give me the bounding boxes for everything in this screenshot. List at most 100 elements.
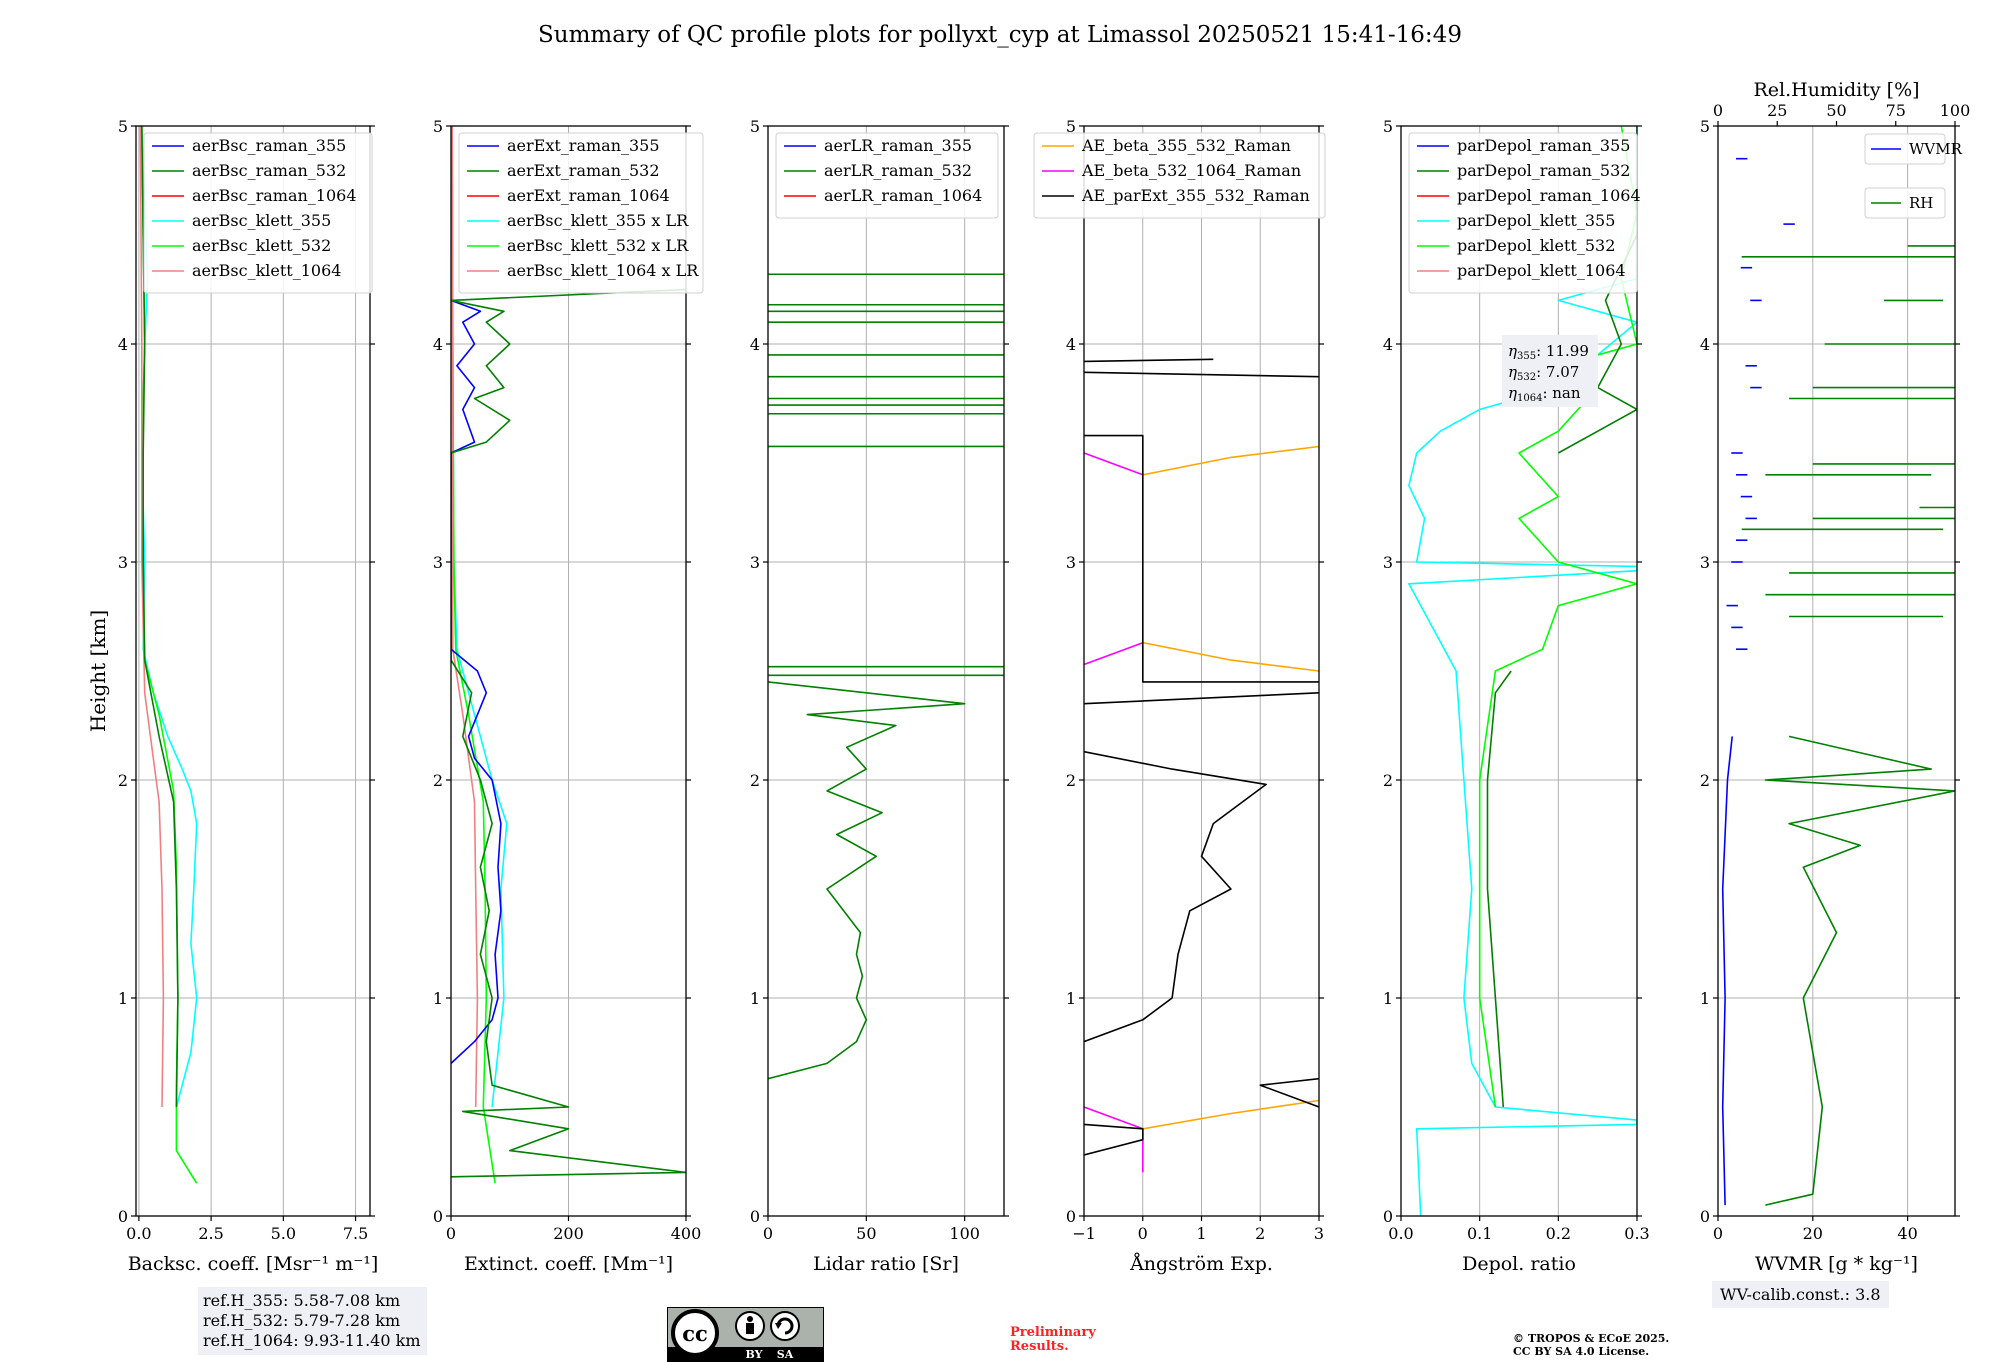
- y-tick-label: 5: [1383, 117, 1393, 136]
- cc-by-sa-badge: cc BY SA: [667, 1307, 824, 1362]
- y-tick-label: 5: [1700, 117, 1710, 136]
- y-tick-label: 1: [118, 989, 128, 1008]
- series-line-ae-beta-355-532-raman: [1142, 641, 1319, 672]
- y-tick-label: 2: [1066, 771, 1076, 790]
- y-tick-label: 0: [1700, 1207, 1710, 1226]
- x-tick-label: 1: [1196, 1224, 1206, 1243]
- ref-height-1064: ref.H_1064: 9.93-11.40 km: [203, 1331, 421, 1350]
- legend-label: aerExt_raman_1064: [507, 186, 670, 205]
- x-tick-label: 0: [446, 1224, 456, 1243]
- legend-label: aerExt_raman_355: [507, 136, 660, 155]
- legend-label: aerBsc_klett_532 x LR: [507, 236, 689, 255]
- legend-label: parDepol_raman_532: [1457, 161, 1630, 180]
- y-tick-label: 1: [433, 989, 443, 1008]
- copyright-note: © TROPOS & ECoE 2025. CC BY SA 4.0 Licen…: [1513, 1332, 1669, 1358]
- y-tick-label: 2: [118, 771, 128, 790]
- series-line-ae-parext-355-532-raman: [1084, 371, 1319, 378]
- x2-axis-label: Rel.Humidity [%]: [1753, 79, 1919, 101]
- x-axis-label: Extinct. coeff. [Mm⁻¹]: [464, 1253, 673, 1275]
- panel-dep: 0.0 0.1 0.2 0.3 0 1 2 3 4 5 Depol. ratio parDepol_r…: [1383, 117, 1650, 1275]
- svg-text:BY: BY: [746, 1348, 763, 1361]
- series-line-ae-beta-355-532-raman: [1142, 445, 1319, 476]
- y-tick-label: 5: [433, 117, 443, 136]
- y-tick-label: 0: [1383, 1207, 1393, 1226]
- ref-height-355: ref.H_355: 5.58-7.08 km: [203, 1291, 401, 1310]
- x-tick-label: 7.5: [343, 1224, 368, 1243]
- reference-height-box: ref.H_355: 5.58-7.08 km ref.H_532: 5.79-…: [198, 1287, 427, 1355]
- x-tick-label: 0: [1713, 1224, 1723, 1243]
- legend-label: parDepol_raman_1064: [1457, 186, 1641, 205]
- y-tick-label: 5: [1066, 117, 1076, 136]
- series-line-ae-parext-355-532-raman: [1259, 1077, 1319, 1108]
- legend-label: parDepol_klett_355: [1457, 211, 1615, 230]
- cc-logo-icon: [671, 1309, 719, 1357]
- y-tick-label: 0: [433, 1207, 443, 1226]
- x-tick-label: 0.0: [1388, 1224, 1413, 1243]
- x-tick-label: 100: [949, 1224, 980, 1243]
- series-line-ae-beta-532-1064-raman: [1084, 1106, 1144, 1173]
- y-tick-label: 4: [1700, 335, 1710, 354]
- y-tick-label: 5: [118, 117, 128, 136]
- y-axis-label: Height [km]: [86, 610, 110, 732]
- x-tick-label: 50: [856, 1224, 876, 1243]
- y-tick-label: 1: [750, 989, 760, 1008]
- x-tick-label: 400: [671, 1224, 702, 1243]
- x-axis-label: Backsc. coeff. [Msr⁻¹ m⁻¹]: [128, 1253, 379, 1275]
- series-line-pardepol-klett-532: [1478, 126, 1637, 1108]
- x2-tick-label: 50: [1826, 101, 1846, 120]
- y-tick-label: 1: [1700, 989, 1710, 1008]
- y-tick-label: 1: [1066, 989, 1076, 1008]
- x-axis-label: WVMR [g * kg⁻¹]: [1755, 1253, 1918, 1275]
- legend-label: aerBsc_raman_532: [192, 161, 346, 180]
- y-tick-label: 3: [750, 553, 760, 572]
- sa-share-icon: [770, 1311, 800, 1341]
- series-line-pardepol-raman-532: [1486, 670, 1512, 1108]
- y-tick-label: 2: [433, 771, 443, 790]
- y-tick-label: 4: [118, 335, 128, 354]
- eta-value: η1064: nan: [1508, 384, 1581, 404]
- series-line-ae-beta-532-1064-raman: [1084, 641, 1144, 666]
- y-tick-label: 3: [1066, 553, 1076, 572]
- y-tick-label: 4: [433, 335, 443, 354]
- series-line-ae-parext-355-532-raman: [1084, 750, 1267, 1043]
- figure-title: Summary of QC profile plots for pollyxt_…: [538, 22, 1462, 48]
- x2-tick-label: 0: [1713, 101, 1723, 120]
- series-line-ae-beta-355-532-raman: [1142, 1099, 1319, 1130]
- series-line-ae-parext-355-532-raman: [1084, 358, 1214, 363]
- y-tick-label: 2: [1383, 771, 1393, 790]
- y-tick-label: 3: [1383, 553, 1393, 572]
- x-tick-label: 0.0: [126, 1224, 151, 1243]
- x-tick-label: 2.5: [198, 1224, 223, 1243]
- series-line-ae-parext-355-532-raman: [1084, 1123, 1144, 1156]
- legend-box: [143, 132, 373, 294]
- legend-label: parDepol_klett_1064: [1457, 261, 1626, 280]
- series-line-aerbsc-raman-532: [141, 126, 179, 1108]
- series-line-aerbsc-klett-1064-x-lr: [451, 126, 479, 1108]
- copyright-line-2: CC BY SA 4.0 License.: [1513, 1345, 1650, 1358]
- svg-text:cc: cc: [682, 1321, 708, 1346]
- legend-label: aerBsc_klett_355: [192, 211, 331, 230]
- data-layer: [768, 273, 1004, 1080]
- ref-height-532: ref.H_532: 5.79-7.28 km: [203, 1311, 401, 1330]
- y-tick-label: 3: [118, 553, 128, 572]
- x-axis-label: Ångström Exp.: [1129, 1253, 1273, 1275]
- series-line-aerlr-raman-532: [768, 681, 966, 1080]
- x-tick-label: 3: [1314, 1224, 1324, 1243]
- legend-label: aerBsc_klett_1064 x LR: [507, 261, 699, 280]
- series-line-aerext-raman-355: [451, 299, 502, 1064]
- axes-frame: [1717, 125, 1956, 1217]
- y-tick-label: 3: [433, 553, 443, 572]
- legend-box: [1864, 133, 1946, 165]
- panel-bsc: 0.0 2.5 5.0 7.5 0 1 2 3 4 5 Backsc. coeff. [Msr⁻¹ …: [118, 117, 378, 1275]
- legend-label: aerBsc_raman_1064: [192, 186, 357, 205]
- wv-calib-box: WV-calib.const.: 3.8: [1712, 1281, 1889, 1308]
- y-tick-label: 2: [750, 771, 760, 790]
- series-line-ae-parext-355-532-raman: [1084, 692, 1319, 705]
- y-tick-label: 4: [1066, 335, 1076, 354]
- series-line-ae-beta-532-1064-raman: [1084, 452, 1144, 476]
- x-axis-label: Lidar ratio [Sr]: [813, 1253, 959, 1275]
- x2-tick-label: 25: [1767, 101, 1787, 120]
- legend-box: [1408, 132, 1638, 294]
